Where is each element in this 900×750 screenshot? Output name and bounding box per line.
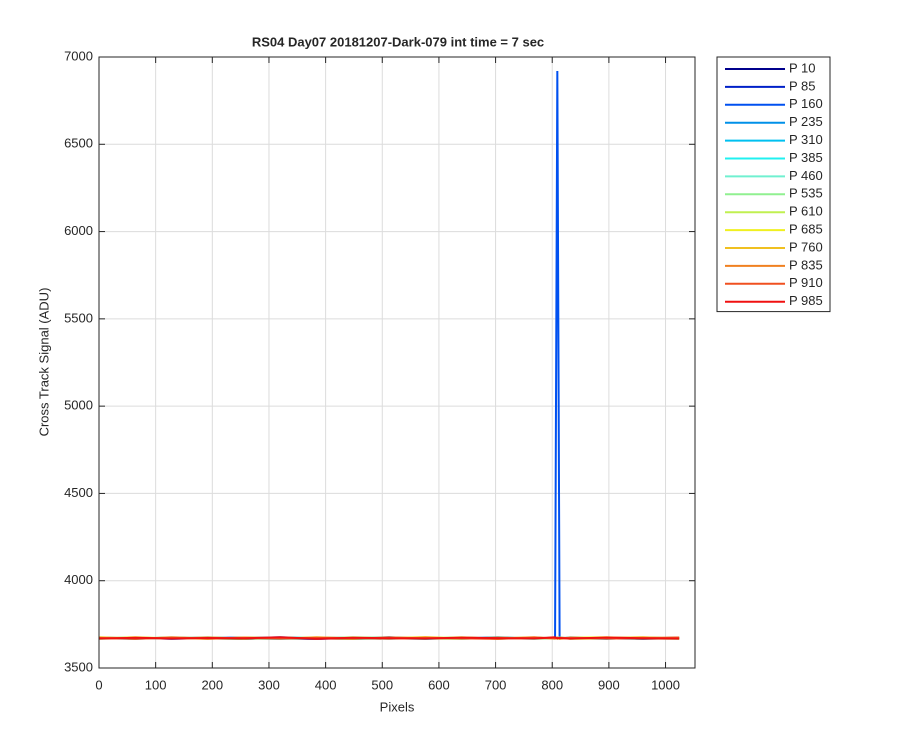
- legend-label: P 460: [789, 168, 823, 183]
- x-tick-label: 300: [258, 677, 280, 692]
- legend-label: P 610: [789, 204, 823, 219]
- x-tick-label: 800: [541, 677, 563, 692]
- y-tick-label: 7000: [64, 48, 93, 63]
- x-tick-label: 100: [145, 677, 167, 692]
- legend-label: P 10: [789, 60, 816, 75]
- x-tick-label: 600: [428, 677, 450, 692]
- y-tick-label: 6000: [64, 223, 93, 238]
- y-tick-label: 4000: [64, 572, 93, 587]
- legend-label: P 760: [789, 239, 823, 254]
- legend-label: P 835: [789, 257, 823, 272]
- x-axis-label: Pixels: [380, 699, 415, 714]
- y-tick-label: 6500: [64, 136, 93, 151]
- legend-label: P 685: [789, 222, 823, 237]
- y-axis-label: Cross Track Signal (ADU): [36, 288, 51, 437]
- legend-label: P 235: [789, 114, 823, 129]
- chart-title: RS04 Day07 20181207-Dark-079 int time = …: [252, 34, 544, 49]
- x-tick-label: 700: [485, 677, 507, 692]
- x-tick-label: 400: [315, 677, 337, 692]
- legend-label: P 310: [789, 132, 823, 147]
- legend-label: P 160: [789, 96, 823, 111]
- x-tick-label: 0: [95, 677, 102, 692]
- y-tick-label: 4500: [64, 485, 93, 500]
- legend-label: P 910: [789, 275, 823, 290]
- x-tick-label: 900: [598, 677, 620, 692]
- x-tick-label: 1000: [651, 677, 680, 692]
- y-tick-label: 5000: [64, 398, 93, 413]
- x-tick-label: 200: [201, 677, 223, 692]
- y-tick-label: 3500: [64, 659, 93, 674]
- y-tick-label: 5500: [64, 310, 93, 325]
- legend-label: P 535: [789, 186, 823, 201]
- legend-label: P 85: [789, 78, 816, 93]
- legend-label: P 985: [789, 293, 823, 308]
- series-line: [98, 636, 680, 640]
- legend-label: P 385: [789, 150, 823, 165]
- axes-box: [98, 56, 696, 669]
- legend-box: [716, 56, 831, 313]
- plot-area: [99, 57, 695, 668]
- x-tick-label: 500: [371, 677, 393, 692]
